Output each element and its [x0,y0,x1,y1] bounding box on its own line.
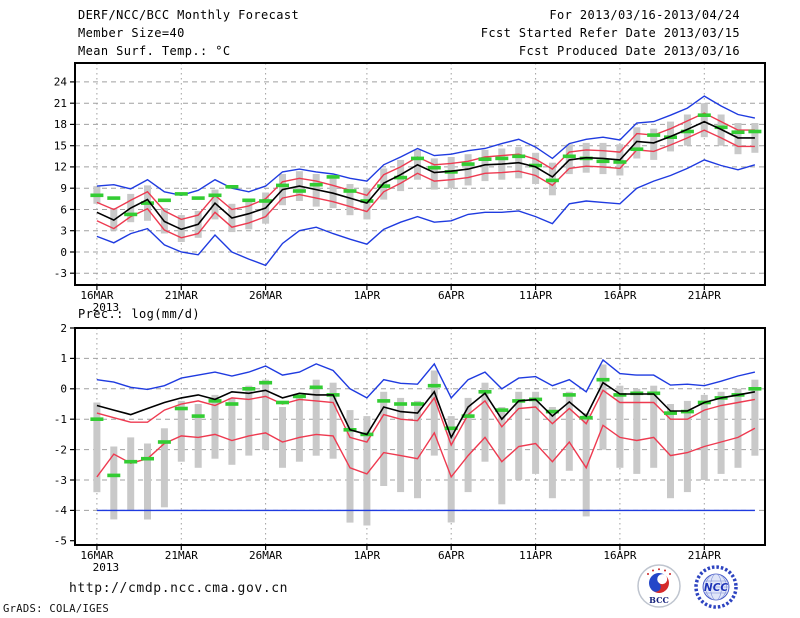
series-ensemble-min-line [96,159,756,267]
refer-date-label: Fcst Started Refer Date 2013/03/15 [480,26,740,40]
ncc-logo: NCC [694,565,738,609]
grads-credit: GrADS: COLA/IGES [3,603,109,615]
temp-panel-label: Mean Surf. Temp.: °C [78,44,231,58]
ncc-globe-grid [703,573,729,601]
gridlines [75,63,765,285]
bcc-swirl [649,573,669,593]
produced-date-label: Fcst Produced Date 2013/03/16 [518,44,740,58]
svg-text:-3: -3 [54,474,67,487]
svg-text:0: 0 [60,246,67,259]
svg-text:-1: -1 [54,413,67,426]
svg-text:9: 9 [60,182,67,195]
svg-text:2013: 2013 [93,301,120,314]
svg-text:1APR: 1APR [354,289,381,302]
svg-text:2013: 2013 [93,561,120,574]
svg-text:21: 21 [54,97,67,110]
svg-text:-4: -4 [54,504,68,517]
bcc-stars [647,568,671,575]
svg-text:0: 0 [60,383,67,396]
svg-text:16MAR: 16MAR [80,549,113,562]
svg-text:-5: -5 [54,535,67,548]
svg-text:-2: -2 [54,443,67,456]
plot-title: DERF/NCC/BCC Monthly Forecast [78,8,300,22]
series-lower-quartile-line [96,129,755,239]
series-upper-quartile-line [96,112,755,221]
bcc-logo: BCC [637,564,681,608]
series-ensemble-mean-line [96,120,755,231]
precip-panel-label: Prec.: log(mm/d) [78,307,200,321]
svg-text:2: 2 [60,322,67,335]
svg-text:21APR: 21APR [688,549,721,562]
plot-frame [74,327,766,546]
series-observation-dashes [90,113,762,217]
svg-text:16MAR: 16MAR [80,289,113,302]
svg-text:26MAR: 26MAR [249,549,282,562]
svg-text:21MAR: 21MAR [165,549,198,562]
svg-text:26MAR: 26MAR [249,289,282,302]
source-url: http://cmdp.ncc.cma.gov.cn [69,581,289,596]
svg-text:24: 24 [54,76,68,89]
svg-text:18: 18 [54,118,67,131]
series-ensemble-mean-line [96,381,756,440]
plot-frame [74,62,766,286]
ncc-wreath [694,565,738,609]
svg-text:6APR: 6APR [438,549,465,562]
series-observation-dashes [90,377,762,478]
svg-text:16APR: 16APR [603,549,636,562]
svg-text:1APR: 1APR [354,549,381,562]
svg-text:11APR: 11APR [519,549,552,562]
series-ensemble-max-line [96,95,756,197]
ncc-label: NCC [704,582,728,594]
y-axis: 2 1 0 -1 -2 -3 -4 -5 [54,322,75,548]
svg-text:-3: -3 [54,267,67,280]
member-spread-bars [93,364,759,526]
series-lower-quartile-line [96,424,756,479]
series-upper-quartile-line [96,389,756,447]
svg-text:3: 3 [60,225,67,238]
logos: BCC NCC [637,564,738,609]
valid-range-label: For 2013/03/16-2013/04/24 [549,8,740,22]
member-size-label: Member Size=40 [78,26,185,40]
svg-text:11APR: 11APR [519,289,552,302]
svg-text:6: 6 [60,203,67,216]
svg-text:15: 15 [54,140,67,153]
svg-text:16APR: 16APR [603,289,636,302]
series-ensemble-max-line [96,358,756,400]
svg-text:1: 1 [60,352,67,365]
bcc-label: BCC [649,595,669,605]
svg-text:21MAR: 21MAR [165,289,198,302]
y-axis: 24 21 18 15 12 9 6 3 0 -3 [54,76,75,280]
svg-text:21APR: 21APR [688,289,721,302]
svg-text:12: 12 [54,161,67,174]
svg-text:6APR: 6APR [438,289,465,302]
